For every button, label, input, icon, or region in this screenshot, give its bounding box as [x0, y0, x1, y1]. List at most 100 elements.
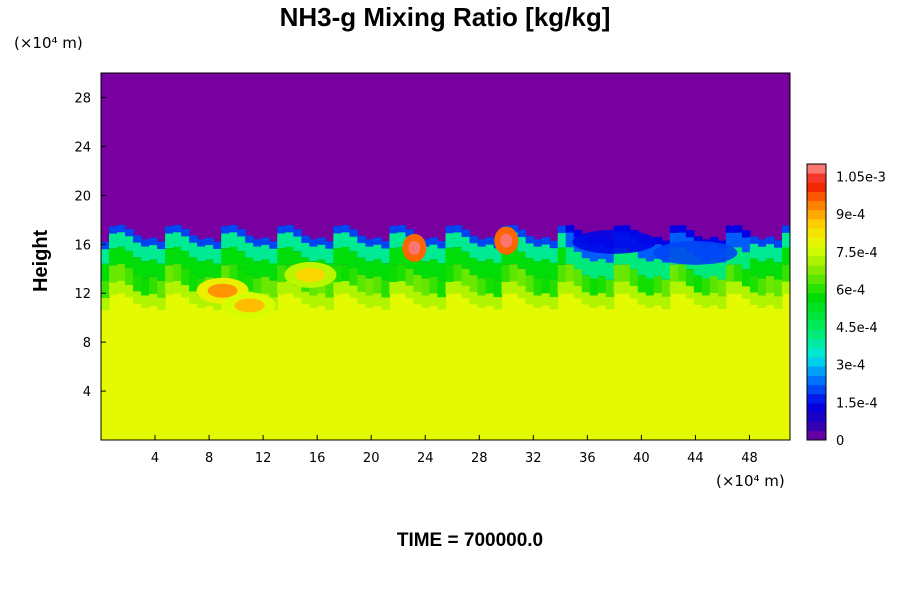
mixing-cell	[477, 278, 487, 296]
mixing-cell	[549, 262, 559, 280]
mixing-cell	[125, 285, 134, 298]
mixing-cell	[749, 258, 759, 276]
mixing-cell	[493, 280, 503, 298]
mixing-cell	[709, 293, 719, 306]
mixing-cell	[461, 285, 471, 299]
mixing-cell	[237, 251, 246, 269]
mixing-cell	[157, 263, 166, 281]
mixing-cell	[285, 246, 294, 265]
mixing-cell	[653, 276, 663, 294]
mixing-cell	[165, 282, 174, 295]
mixing-cell	[757, 261, 767, 279]
mixing-cell	[373, 293, 383, 306]
y-tick-label: 8	[83, 336, 91, 351]
mixing-cell	[389, 247, 399, 266]
x-axis: 4 8 12 16 20 24 28 32 36 40 44 48	[151, 435, 758, 466]
x-tick-label: 32	[525, 451, 542, 466]
mixing-cell	[293, 251, 302, 269]
mixing-cell	[413, 274, 423, 293]
mixing-cell	[725, 281, 735, 295]
mixing-cell	[581, 243, 591, 259]
mixing-cell	[317, 244, 326, 260]
mixing-cell	[221, 226, 230, 234]
mixing-cell	[341, 247, 350, 265]
mixing-cell	[477, 261, 487, 279]
colorbar-swatch	[807, 200, 826, 211]
mixing-cell	[421, 246, 431, 262]
mixing-cell	[597, 293, 607, 306]
mixing-cell	[365, 239, 374, 247]
mixing-cell	[541, 276, 551, 294]
mixing-cell	[349, 285, 358, 298]
mixing-cell	[253, 278, 262, 296]
mixing-cell	[421, 295, 431, 308]
colorbar-swatch	[807, 228, 826, 238]
mixing-cell	[117, 232, 126, 247]
mixing-cell	[381, 280, 391, 298]
mixing-cell	[581, 275, 591, 293]
mixing-cell	[101, 241, 110, 250]
mixing-cell	[157, 249, 166, 264]
mixing-cell	[405, 285, 415, 298]
y-tick-label: 28	[74, 91, 91, 106]
mixing-cell	[749, 243, 759, 259]
mixing-cell	[269, 248, 278, 264]
mixing-cell	[333, 282, 342, 295]
mixing-cell	[261, 259, 270, 277]
mixing-cell	[125, 250, 134, 269]
mixing-cell	[765, 244, 775, 259]
colorbar-swatch	[807, 357, 826, 367]
mixing-cell	[197, 261, 206, 279]
x-tick-label: 40	[633, 451, 650, 466]
mixing-cell	[181, 236, 190, 252]
mixing-cell	[549, 297, 559, 310]
mixing-cell	[173, 224, 182, 233]
mixing-cell	[693, 258, 703, 276]
mixing-cell	[541, 237, 551, 245]
mixing-cell	[229, 224, 238, 233]
mixing-cell	[645, 246, 655, 262]
mixing-cell	[229, 232, 238, 247]
mixing-cell	[525, 243, 535, 259]
mixing-cell	[413, 257, 423, 275]
mixing-cell	[357, 257, 366, 275]
mixing-cell	[101, 280, 110, 299]
mixing-cell	[589, 246, 599, 262]
mixing-cell	[293, 236, 302, 252]
mixing-cell	[365, 278, 374, 296]
mixing-cell	[741, 237, 751, 253]
mixing-cell	[661, 262, 671, 280]
mixing-cell	[341, 225, 350, 233]
mixing-cell	[285, 232, 294, 247]
mixing-cell	[173, 264, 182, 282]
mixing-cell	[173, 232, 182, 247]
mixing-cell	[213, 263, 222, 281]
mixing-cell	[613, 264, 623, 282]
mixing-cell	[701, 261, 711, 279]
mixing-cell	[109, 233, 118, 249]
mixing-cell	[773, 296, 783, 309]
mixing-cell	[213, 248, 222, 264]
x-tick-label: 36	[579, 451, 596, 466]
mixing-cell	[325, 280, 334, 298]
mixing-cell	[693, 275, 703, 293]
colorbar: 0 1.5e-4 3e-4 4.5e-4 6e-4 7.5e-4 9e-4 1.05e-3	[806, 163, 886, 449]
mixing-cell	[557, 281, 567, 295]
mixing-cell	[277, 233, 286, 249]
colorbar-tick-label: 1.05e-3	[836, 171, 886, 186]
high-region-core	[500, 233, 513, 248]
mixing-cell	[469, 235, 479, 244]
mixing-cell	[397, 225, 407, 233]
mixing-cell	[733, 264, 743, 282]
mixing-cell	[341, 232, 350, 248]
colorbar-swatch	[807, 320, 826, 330]
mixing-cell	[189, 257, 198, 275]
mixing-cell	[533, 239, 543, 247]
mixing-cell	[101, 263, 110, 281]
mixing-cell	[429, 293, 439, 306]
mixing-cell	[565, 225, 575, 233]
mixing-cell	[429, 244, 439, 260]
mixing-cell	[437, 263, 447, 281]
mixing-cell	[221, 233, 230, 249]
mixing-cell	[125, 236, 134, 251]
